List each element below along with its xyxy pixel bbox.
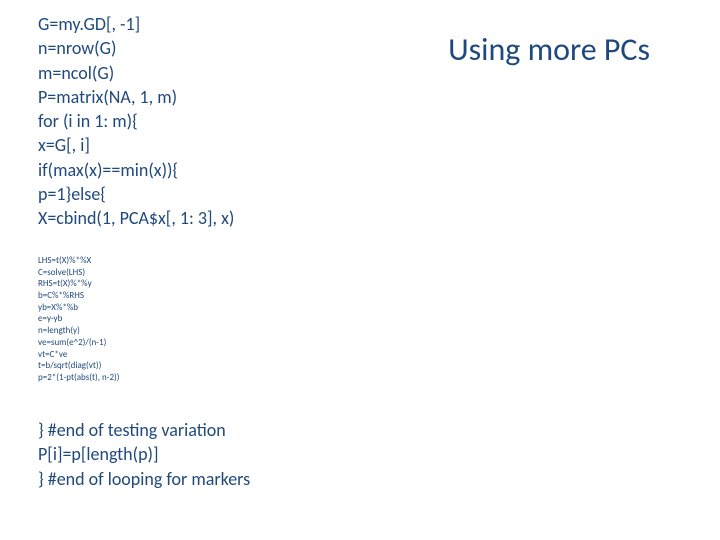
code-line: G=my.GD[, -1] bbox=[38, 12, 234, 36]
code-line: yb=X%*%b bbox=[38, 302, 120, 314]
code-line: p=1}else{ bbox=[38, 182, 234, 206]
code-line: m=ncol(G) bbox=[38, 61, 234, 85]
code-line: C=solve(LHS) bbox=[38, 267, 120, 279]
code-line: for (i in 1: m){ bbox=[38, 109, 234, 133]
code-line: p=2*(1-pt(abs(t), n-2)) bbox=[38, 372, 120, 384]
code-line: } #end of testing variation bbox=[38, 418, 250, 442]
code-line: ve=sum(e^2)/(n-1) bbox=[38, 337, 120, 349]
code-line: P=matrix(NA, 1, m) bbox=[38, 85, 234, 109]
code-line: b=C%*%RHS bbox=[38, 290, 120, 302]
code-line: if(max(x)==min(x)){ bbox=[38, 158, 234, 182]
code-line: X=cbind(1, PCA$x[, 1: 3], x) bbox=[38, 206, 234, 230]
code-line: x=G[, i] bbox=[38, 133, 234, 157]
code-line: e=y-yb bbox=[38, 313, 120, 325]
code-line: RHS=t(X)%*%y bbox=[38, 278, 120, 290]
code-block-small: LHS=t(X)%*%X C=solve(LHS) RHS=t(X)%*%y b… bbox=[38, 255, 120, 384]
code-line: P[i]=p[length(p)] bbox=[38, 442, 250, 466]
code-line: vt=C*ve bbox=[38, 349, 120, 361]
code-line: LHS=t(X)%*%X bbox=[38, 255, 120, 267]
code-line: n=nrow(G) bbox=[38, 36, 234, 60]
code-block-main: G=my.GD[, -1] n=nrow(G) m=ncol(G) P=matr… bbox=[38, 12, 234, 231]
slide-title: Using more PCs bbox=[448, 30, 650, 69]
code-line: t=b/sqrt(diag(vt)) bbox=[38, 360, 120, 372]
code-line: } #end of looping for markers bbox=[38, 467, 250, 491]
code-block-end: } #end of testing variation P[i]=p[lengt… bbox=[38, 418, 250, 491]
code-line: n=length(y) bbox=[38, 325, 120, 337]
